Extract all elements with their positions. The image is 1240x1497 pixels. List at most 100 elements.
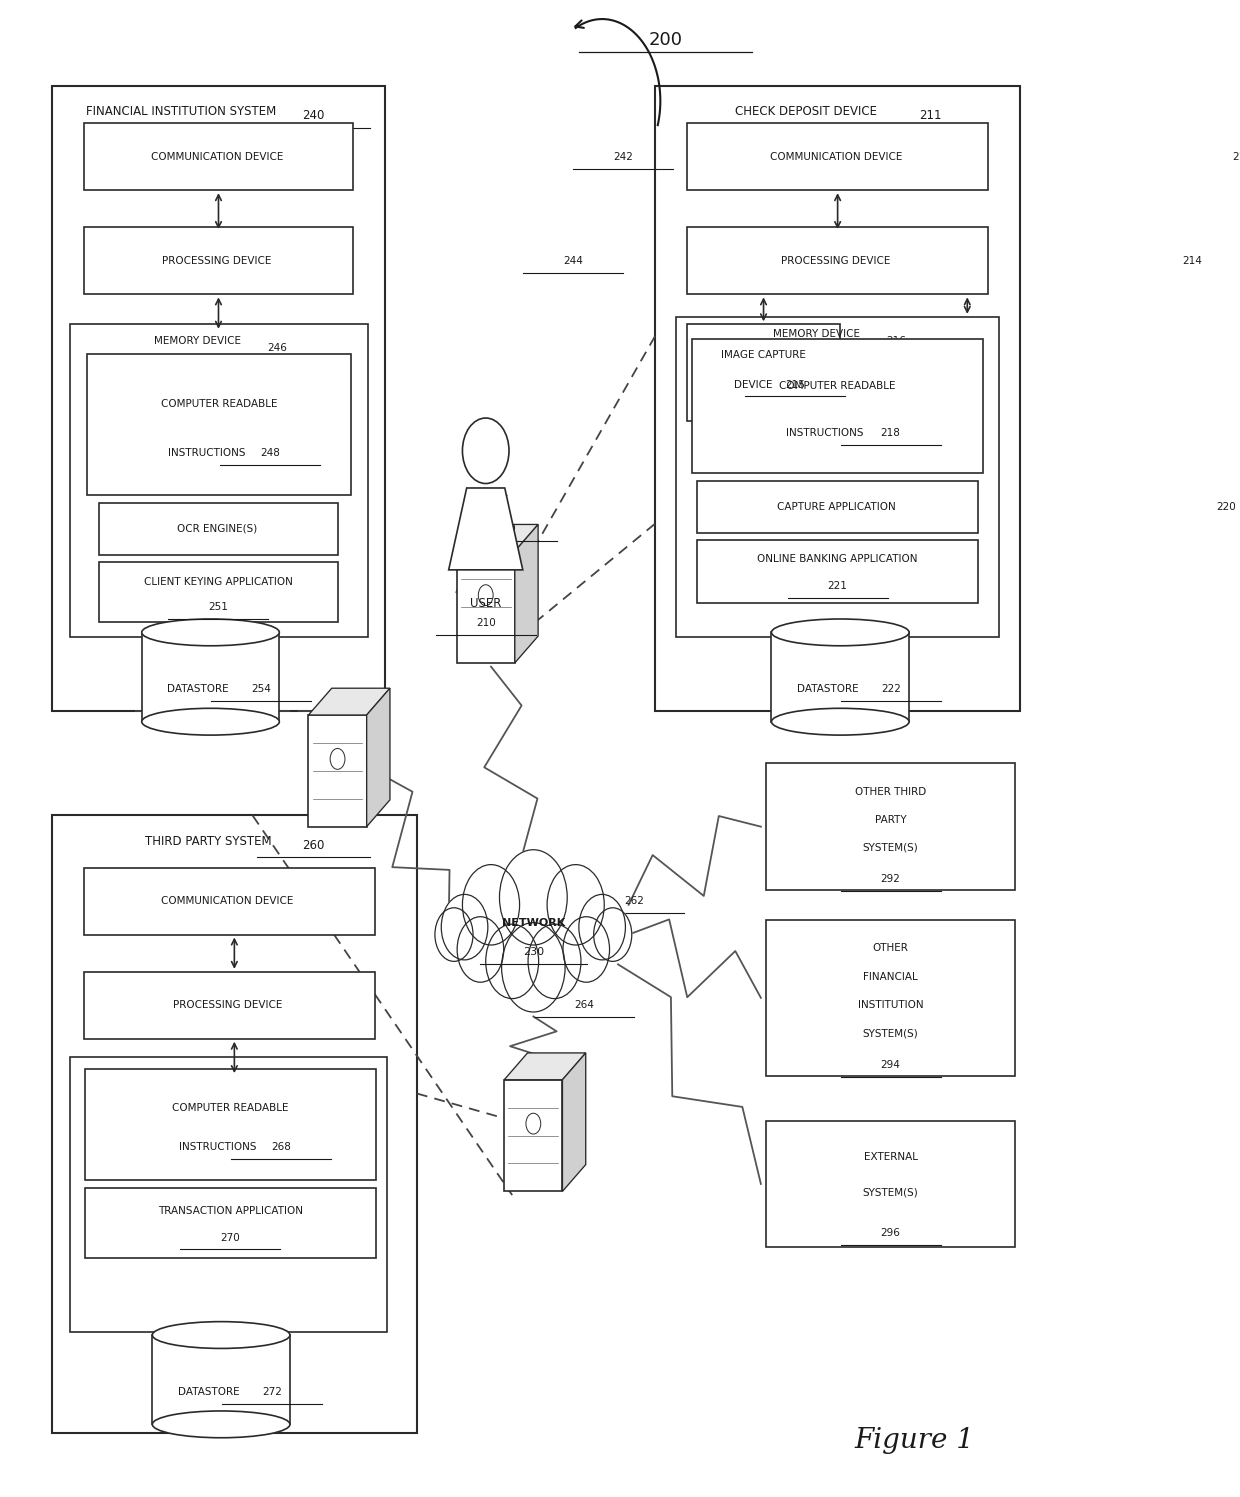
FancyBboxPatch shape: [52, 816, 417, 1433]
Polygon shape: [515, 524, 538, 663]
Text: 268: 268: [272, 1142, 291, 1151]
Ellipse shape: [771, 618, 909, 645]
Text: 260: 260: [303, 838, 325, 852]
Text: 250: 250: [497, 524, 517, 534]
FancyBboxPatch shape: [69, 325, 368, 636]
Text: OTHER: OTHER: [873, 943, 909, 954]
Circle shape: [502, 922, 565, 1012]
Text: CLIENT KEYING APPLICATION: CLIENT KEYING APPLICATION: [144, 576, 293, 587]
Circle shape: [463, 865, 520, 945]
Circle shape: [479, 585, 494, 606]
Circle shape: [528, 924, 582, 998]
FancyBboxPatch shape: [83, 228, 353, 295]
Polygon shape: [505, 1052, 585, 1079]
FancyBboxPatch shape: [84, 1069, 376, 1180]
Text: EXTERNAL: EXTERNAL: [863, 1151, 918, 1162]
Text: USER: USER: [470, 597, 501, 609]
FancyBboxPatch shape: [771, 632, 909, 722]
Text: 216: 216: [885, 335, 905, 346]
Text: 218: 218: [880, 428, 900, 439]
Text: INSTRUCTIONS: INSTRUCTIONS: [179, 1142, 257, 1151]
FancyBboxPatch shape: [697, 481, 978, 533]
Text: MEMORY DEVICE: MEMORY DEVICE: [164, 1069, 250, 1078]
Text: 200: 200: [649, 31, 683, 49]
FancyBboxPatch shape: [766, 1121, 1014, 1247]
Text: PROCESSING DEVICE: PROCESSING DEVICE: [172, 1000, 285, 1010]
Text: MEMORY DEVICE: MEMORY DEVICE: [773, 329, 861, 338]
Text: SYSTEM(S): SYSTEM(S): [863, 1028, 919, 1039]
Text: FINANCIAL INSTITUTION SYSTEM: FINANCIAL INSTITUTION SYSTEM: [87, 105, 277, 118]
FancyBboxPatch shape: [766, 919, 1014, 1076]
Text: 221: 221: [827, 581, 848, 591]
Text: 270: 270: [221, 1232, 241, 1243]
Text: OCR ENGINE(S): OCR ENGINE(S): [177, 524, 260, 534]
Text: 222: 222: [882, 684, 901, 695]
FancyBboxPatch shape: [456, 551, 515, 663]
Text: NETWORK: NETWORK: [502, 918, 565, 928]
Circle shape: [594, 907, 631, 961]
Text: 215: 215: [785, 380, 805, 389]
Text: CAPTURE APPLICATION: CAPTURE APPLICATION: [776, 501, 899, 512]
FancyBboxPatch shape: [141, 632, 279, 722]
Text: 272: 272: [262, 1386, 281, 1397]
Circle shape: [526, 1114, 541, 1135]
Text: 244: 244: [563, 256, 583, 266]
FancyBboxPatch shape: [676, 317, 999, 636]
Text: 210: 210: [476, 618, 496, 629]
FancyBboxPatch shape: [697, 540, 978, 603]
Circle shape: [579, 894, 625, 960]
Circle shape: [441, 894, 487, 960]
Text: 296: 296: [880, 1228, 900, 1238]
Text: PROCESSING DEVICE: PROCESSING DEVICE: [781, 256, 894, 266]
Text: 264: 264: [574, 1000, 594, 1010]
Text: 230: 230: [523, 948, 544, 958]
Text: 266: 266: [277, 1075, 296, 1085]
Text: DATASTORE: DATASTORE: [167, 684, 228, 695]
Ellipse shape: [771, 708, 909, 735]
FancyBboxPatch shape: [153, 1335, 290, 1424]
Text: 214: 214: [1183, 256, 1203, 266]
Text: INSTRUCTIONS: INSTRUCTIONS: [786, 428, 864, 439]
Text: 262: 262: [624, 897, 644, 906]
Text: 254: 254: [252, 684, 272, 695]
Text: TRANSACTION APPLICATION: TRANSACTION APPLICATION: [157, 1205, 303, 1216]
Text: 212: 212: [1233, 151, 1240, 162]
Text: ONLINE BANKING APPLICATION: ONLINE BANKING APPLICATION: [758, 554, 918, 564]
Text: IMAGE CAPTURE: IMAGE CAPTURE: [722, 350, 806, 359]
Text: DATASTORE: DATASTORE: [177, 1386, 239, 1397]
Text: 211: 211: [920, 109, 942, 123]
Text: 292: 292: [880, 874, 900, 883]
Text: 240: 240: [303, 109, 325, 123]
Text: PROCESSING DEVICE: PROCESSING DEVICE: [162, 256, 275, 266]
Text: INSTRUCTIONS: INSTRUCTIONS: [167, 448, 246, 458]
Polygon shape: [309, 689, 389, 716]
FancyBboxPatch shape: [52, 85, 386, 711]
FancyBboxPatch shape: [69, 1057, 387, 1332]
FancyBboxPatch shape: [766, 763, 1014, 889]
Circle shape: [435, 907, 472, 961]
FancyBboxPatch shape: [692, 340, 983, 473]
Text: FINANCIAL: FINANCIAL: [863, 972, 918, 982]
FancyBboxPatch shape: [687, 228, 988, 295]
FancyBboxPatch shape: [655, 85, 1021, 711]
Circle shape: [463, 418, 508, 484]
Text: SYSTEM(S): SYSTEM(S): [863, 1189, 919, 1198]
Polygon shape: [367, 689, 389, 826]
Text: PARTY: PARTY: [874, 814, 906, 825]
FancyBboxPatch shape: [99, 563, 337, 621]
Text: Figure 1: Figure 1: [854, 1427, 975, 1454]
Text: COMMUNICATION DEVICE: COMMUNICATION DEVICE: [161, 897, 296, 906]
Text: DEVICE: DEVICE: [734, 380, 773, 389]
Text: INSTITUTION: INSTITUTION: [858, 1000, 924, 1010]
Circle shape: [458, 916, 503, 982]
Ellipse shape: [153, 1412, 290, 1437]
Text: THIRD PARTY SYSTEM: THIRD PARTY SYSTEM: [145, 835, 272, 847]
Text: COMMUNICATION DEVICE: COMMUNICATION DEVICE: [770, 151, 905, 162]
Text: 248: 248: [260, 448, 280, 458]
FancyBboxPatch shape: [83, 123, 353, 190]
Text: COMPUTER READABLE: COMPUTER READABLE: [161, 398, 278, 409]
FancyBboxPatch shape: [84, 1187, 376, 1257]
Text: DATASTORE: DATASTORE: [797, 684, 858, 695]
Text: COMMUNICATION DEVICE: COMMUNICATION DEVICE: [151, 151, 286, 162]
Polygon shape: [563, 1052, 585, 1192]
